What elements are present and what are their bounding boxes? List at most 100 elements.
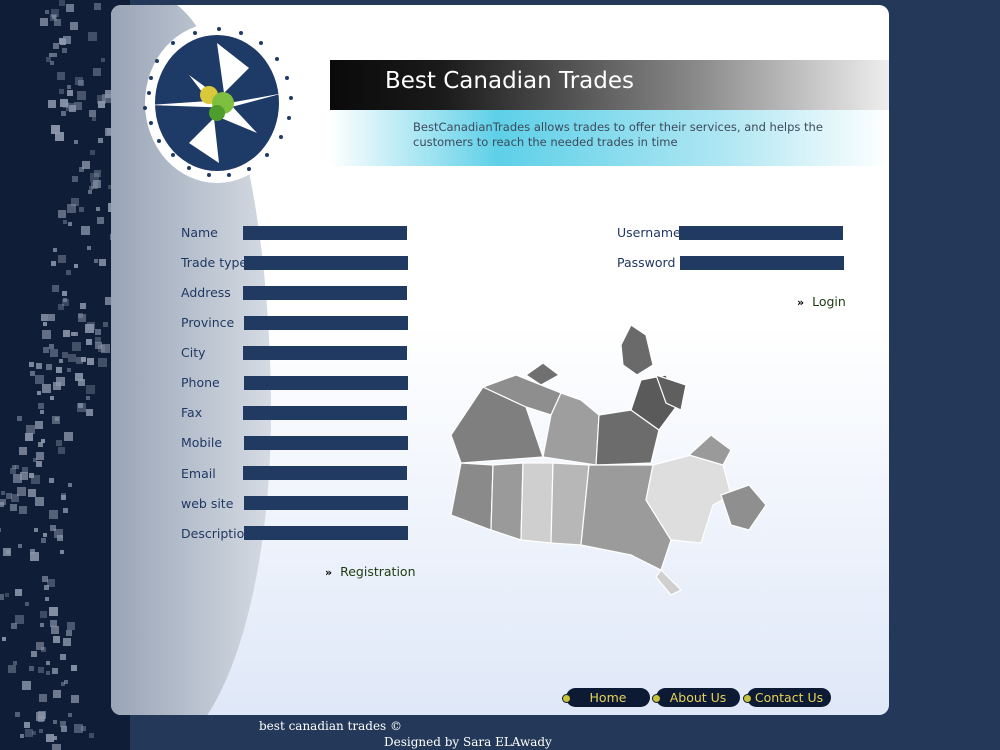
decorative-pixel: [48, 606, 58, 616]
decorative-pixel: [60, 681, 65, 686]
description-input[interactable]: [244, 526, 408, 540]
decorative-pixel: [43, 532, 48, 537]
decorative-pixel: [71, 198, 80, 207]
decorative-pixel: [60, 111, 66, 117]
decorative-pixel: [0, 593, 4, 600]
decorative-pixel: [20, 472, 29, 481]
decorative-pixel: [2, 637, 7, 642]
login-label: Login: [812, 294, 846, 309]
decorative-pixel: [34, 421, 43, 430]
mobile-input[interactable]: [244, 436, 408, 450]
decorative-pixel: [59, 0, 66, 7]
decorative-pixel: [67, 712, 72, 717]
fax-input[interactable]: [243, 406, 407, 420]
decorative-pixel: [12, 660, 17, 665]
decorative-pixel: [77, 402, 83, 408]
email-input[interactable]: [243, 466, 407, 480]
nav-contact-button[interactable]: Contact Us: [743, 688, 831, 707]
name-input[interactable]: [243, 226, 407, 240]
city-input[interactable]: [243, 346, 407, 360]
decorative-pixel: [58, 88, 64, 94]
username-input[interactable]: [679, 226, 843, 240]
decorative-pixel: [49, 52, 54, 57]
decorative-pixel: [107, 185, 112, 190]
decorative-pixel: [98, 137, 104, 143]
password-input[interactable]: [680, 256, 844, 270]
logo-icon: [143, 23, 293, 183]
decorative-pixel: [73, 263, 78, 268]
nav-about-button[interactable]: About Us: [652, 688, 740, 707]
login-button[interactable]: » Login: [797, 294, 846, 309]
decorative-pixel: [81, 161, 90, 170]
decorative-pixel: [59, 38, 66, 45]
decorative-pixel: [53, 53, 58, 58]
decorative-pixel: [38, 693, 47, 702]
decorative-pixel: [90, 173, 100, 183]
footer-copyright: best canadian trades ©: [259, 719, 403, 733]
decorative-pixel: [41, 575, 48, 582]
bullet-icon: [743, 694, 752, 703]
decorative-pixel: [99, 258, 107, 266]
decorative-pixel: [43, 347, 50, 354]
decorative-pixel: [62, 298, 70, 306]
decorative-pixel: [16, 487, 26, 497]
decorative-pixel: [50, 8, 59, 17]
address-input[interactable]: [243, 286, 407, 300]
decorative-pixel: [1, 490, 6, 495]
decorative-pixel: [79, 167, 85, 173]
decorative-pixel: [62, 329, 70, 337]
decorative-pixel: [7, 664, 16, 673]
trade-type-input[interactable]: [244, 256, 408, 270]
decorative-pixel: [78, 80, 85, 87]
nav-home-button[interactable]: Home: [562, 688, 650, 707]
decorative-pixel: [30, 370, 36, 376]
decorative-pixel: [13, 474, 23, 484]
decorative-pixel: [45, 734, 54, 743]
phone-label: Phone: [181, 375, 220, 390]
address-label: Address: [181, 285, 231, 300]
decorative-pixel: [67, 89, 74, 96]
decorative-pixel: [15, 589, 23, 597]
decorative-pixel: [59, 721, 66, 728]
decorative-pixel: [29, 472, 35, 478]
mobile-label: Mobile: [181, 435, 223, 450]
decorative-pixel: [38, 402, 45, 409]
decorative-pixel: [40, 537, 46, 543]
decorative-pixel: [17, 415, 23, 421]
decorative-pixel: [22, 466, 29, 473]
decorative-pixel: [19, 505, 28, 514]
decorative-pixel: [44, 596, 49, 601]
decorative-pixel: [49, 396, 54, 401]
province-input[interactable]: [244, 316, 408, 330]
website-input[interactable]: [244, 496, 408, 510]
decorative-pixel: [63, 679, 68, 684]
decorative-pixel: [95, 337, 102, 344]
decorative-pixel: [36, 642, 45, 651]
decorative-pixel: [38, 729, 43, 734]
decorative-pixel: [73, 139, 78, 144]
decorative-pixel: [67, 621, 76, 630]
decorative-pixel: [40, 18, 49, 27]
decorative-pixel: [68, 353, 77, 362]
decorative-pixel: [34, 375, 44, 385]
decorative-pixel: [80, 226, 90, 236]
double-chevron-right-icon: »: [797, 296, 805, 309]
decorative-pixel: [52, 743, 62, 750]
decorative-pixel: [86, 396, 91, 401]
decorative-pixel: [62, 219, 67, 224]
decorative-pixel: [87, 245, 92, 250]
nav-about-label: About Us: [669, 690, 727, 705]
decorative-pixel: [51, 626, 60, 635]
decorative-pixel: [37, 667, 44, 674]
decorative-pixel: [54, 529, 64, 539]
decorative-pixel: [76, 90, 86, 100]
decorative-pixel: [5, 592, 10, 597]
decorative-pixel: [48, 509, 58, 519]
decorative-pixel: [78, 312, 84, 318]
decorative-pixel: [71, 695, 80, 704]
registration-button[interactable]: » Registration: [325, 564, 416, 579]
decorative-pixel: [21, 680, 31, 690]
phone-input[interactable]: [244, 376, 408, 390]
province-label: Province: [181, 315, 235, 330]
decorative-pixel: [65, 103, 74, 112]
